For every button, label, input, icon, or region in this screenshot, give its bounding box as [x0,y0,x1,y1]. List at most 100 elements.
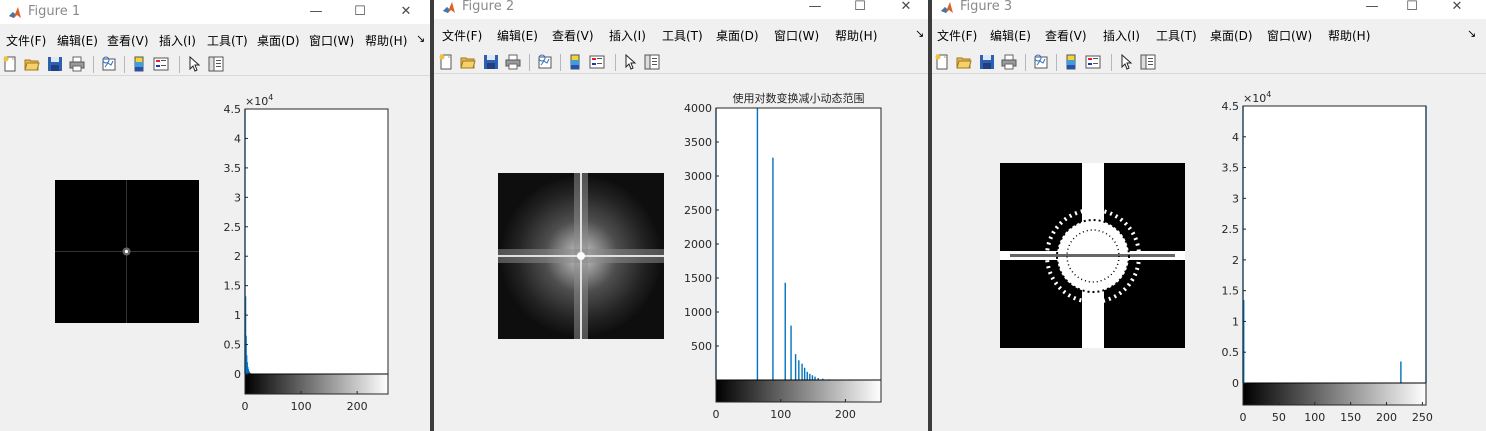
menu-help[interactable]: 帮助(H) [365,34,408,48]
menu-view[interactable]: 查看(V) [107,34,149,48]
new-figure-icon[interactable] [934,54,950,70]
y-exponent-label: ×104 [1243,90,1271,105]
insert-colorbar-icon[interactable] [1063,54,1079,70]
y-tick-label: 2.5 [224,221,242,234]
minimize-button[interactable]: — [309,4,323,19]
edit-plot-arrow-icon[interactable] [186,56,202,72]
y-tick-label: 0.5 [1222,346,1240,359]
menu-edit[interactable]: 编辑(E) [497,29,538,43]
x-tick-label: 150 [1340,411,1361,424]
axes-frame [244,108,389,395]
plot-area [245,109,388,394]
link-plot-icon[interactable] [1033,54,1049,70]
toolbar-separator [1056,54,1057,71]
minimize-button[interactable]: — [1365,0,1379,14]
menu-desktop[interactable]: 桌面(D) [1210,29,1253,43]
y-tick-label: 1 [234,309,241,322]
link-plot-icon[interactable] [101,56,117,72]
open-file-icon[interactable] [24,56,40,72]
y-tick-label: 3500 [684,136,712,149]
menu-file[interactable]: 文件(F) [937,29,978,43]
print-icon[interactable] [505,54,521,70]
save-icon[interactable] [979,54,995,70]
menu-overflow-icon[interactable]: ↘ [416,32,426,45]
link-plot-icon[interactable] [537,54,553,70]
toolbar [0,53,431,76]
minimize-button[interactable]: — [808,0,822,14]
menu-view[interactable]: 查看(V) [552,29,594,43]
chart-title: 使用对数变换减小动态范围 [733,91,865,105]
open-file-icon[interactable] [460,54,476,70]
menu-help[interactable]: 帮助(H) [835,29,878,43]
toolbar [434,51,929,74]
menu-window[interactable]: 窗口(W) [774,29,820,43]
edit-plot-arrow-icon[interactable] [622,54,638,70]
menu-file[interactable]: 文件(F) [442,29,483,43]
maximize-button[interactable]: ☐ [354,4,366,19]
menu-insert[interactable]: 插入(I) [159,34,196,48]
property-inspector-icon[interactable] [644,54,660,70]
figure-window-2: Figure 2 — ☐ ✕ 文件(F) 编辑(E) 查看(V) 插入(I) 工… [434,0,929,431]
y-tick-label: 1.5 [1222,285,1240,298]
menu-overflow-icon[interactable]: ↘ [1467,27,1477,40]
menu-desktop[interactable]: 桌面(D) [257,34,300,48]
y-tick-label: 2500 [684,204,712,217]
close-button[interactable]: ✕ [400,4,412,19]
y-tick-label: 1 [1232,315,1239,328]
menu-insert[interactable]: 插入(I) [609,29,646,43]
menu-edit[interactable]: 编辑(E) [57,34,98,48]
open-file-icon[interactable] [956,54,972,70]
title-bar[interactable]: Figure 3 — ☐ ✕ [932,0,1486,19]
menu-bar: 文件(F) 编辑(E) 查看(V) 插入(I) 工具(T) 桌面(D) 窗口(W… [0,29,431,51]
x-tick-label: 100 [291,400,312,413]
y-tick-label: 3 [234,191,241,204]
property-inspector-icon[interactable] [1140,54,1156,70]
y-tick-label: 4 [1232,131,1239,144]
menu-tools[interactable]: 工具(T) [1156,29,1197,43]
menu-window[interactable]: 窗口(W) [1267,29,1313,43]
menu-desktop[interactable]: 桌面(D) [716,29,759,43]
new-figure-icon[interactable] [2,56,18,72]
menu-tools[interactable]: 工具(T) [207,34,248,48]
close-button[interactable]: ✕ [1451,0,1463,14]
x-tick-label: 250 [1412,411,1433,424]
window-title: Figure 2 [462,0,515,14]
y-tick-label: 2 [1232,254,1239,267]
menu-view[interactable]: 查看(V) [1045,29,1087,43]
menu-help[interactable]: 帮助(H) [1328,29,1371,43]
menu-window[interactable]: 窗口(W) [309,34,355,48]
title-bar[interactable]: Figure 2 — ☐ ✕ [434,0,929,19]
y-tick-label: 2000 [684,238,712,251]
insert-legend-icon[interactable] [1085,54,1101,70]
y-tick-label: 3.5 [1222,162,1240,175]
menu-edit[interactable]: 编辑(E) [990,29,1031,43]
menu-insert[interactable]: 插入(I) [1103,29,1140,43]
insert-colorbar-icon[interactable] [567,54,583,70]
maximize-button[interactable]: ☐ [854,0,866,14]
save-icon[interactable] [483,54,499,70]
menu-overflow-icon[interactable]: ↘ [915,27,925,40]
close-button[interactable]: ✕ [900,0,912,14]
insert-colorbar-icon[interactable] [131,56,147,72]
histogram-axes: 0 0.5 1 1.5 2 2.5 3 3.5 4 4.5 0 100 200 ×104 [224,93,389,413]
print-icon[interactable] [1001,54,1017,70]
y-tick-label: 2.5 [1222,223,1240,236]
menu-tools[interactable]: 工具(T) [662,29,703,43]
x-tick-label: 100 [1304,411,1325,424]
new-figure-icon[interactable] [438,54,454,70]
x-tick-label: 200 [835,408,856,421]
save-icon[interactable] [47,56,63,72]
image-axes [498,173,664,339]
edit-plot-arrow-icon[interactable] [1118,54,1134,70]
insert-legend-icon[interactable] [153,56,169,72]
y-tick-label: 3 [1232,192,1239,205]
toolbar-separator [1025,54,1026,71]
title-bar[interactable]: Figure 1 — ☐ ✕ [0,0,431,24]
print-icon[interactable] [69,56,85,72]
insert-legend-icon[interactable] [589,54,605,70]
y-tick-label: 4 [234,132,241,145]
menu-file[interactable]: 文件(F) [6,34,47,48]
maximize-button[interactable]: ☐ [1406,0,1418,14]
toolbar [932,51,1486,74]
property-inspector-icon[interactable] [208,56,224,72]
